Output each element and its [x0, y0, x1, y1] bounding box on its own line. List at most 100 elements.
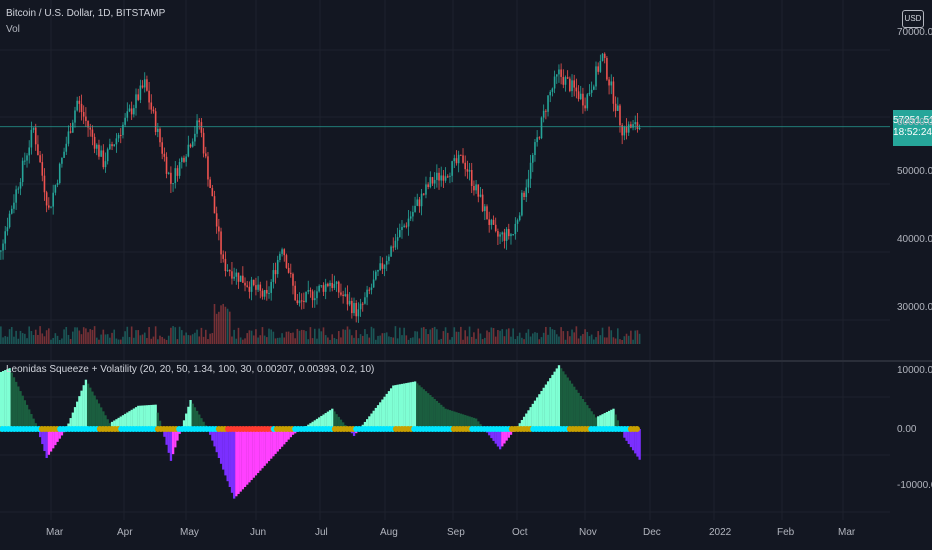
candle-body	[503, 232, 506, 241]
momentum-bar	[555, 368, 558, 429]
momentum-bar	[198, 414, 201, 429]
volume-bar	[407, 339, 410, 344]
candle-body	[470, 170, 473, 186]
volume-bar	[538, 339, 541, 344]
volume-bar	[569, 336, 571, 344]
momentum-bar	[287, 429, 290, 440]
candle-body	[359, 303, 362, 310]
momentum-bar	[23, 400, 27, 429]
volume-bar	[625, 333, 628, 344]
volume-bar	[418, 338, 421, 344]
candle-body	[276, 260, 279, 275]
candle-body	[117, 135, 120, 139]
volume-bar	[150, 338, 153, 344]
candle-body	[327, 283, 329, 287]
candle-body	[466, 169, 469, 172]
momentum-bar	[392, 385, 395, 429]
momentum-bar	[28, 409, 31, 429]
squeeze-oscillator[interactable]	[0, 362, 932, 514]
volume-bar	[503, 336, 506, 344]
candle-body	[601, 53, 604, 61]
candle-body	[542, 110, 545, 118]
oscillator-tick: 0.00	[897, 424, 917, 435]
candle-body	[527, 178, 530, 188]
candle-body	[65, 143, 68, 152]
price-tick: 50000.00	[897, 166, 932, 177]
candle-body	[632, 124, 634, 128]
volume-bar	[237, 327, 240, 344]
momentum-bar	[43, 429, 46, 452]
momentum-bar	[202, 421, 205, 429]
momentum-bar	[579, 395, 582, 429]
candle-body	[322, 285, 325, 292]
candle-body	[2, 243, 4, 251]
momentum-bar	[625, 429, 628, 441]
candle-body	[381, 263, 384, 269]
candle-body	[636, 122, 639, 130]
indicator-title[interactable]: Leonidas Squeeze + Volatility (20, 20, 5…	[6, 364, 375, 375]
volume-bar	[146, 338, 148, 344]
candle-body	[148, 90, 150, 103]
candle-body	[634, 122, 637, 125]
price-candles[interactable]	[0, 0, 932, 360]
candle-body	[194, 133, 196, 142]
volume-bar	[307, 339, 310, 344]
candle-body	[45, 192, 48, 206]
volume-bar	[549, 327, 552, 344]
momentum-bar	[320, 415, 323, 429]
volume-bar	[141, 334, 144, 344]
momentum-bar	[145, 405, 149, 429]
volume-label[interactable]: Vol	[6, 24, 20, 35]
volume-bar	[560, 327, 562, 344]
momentum-bar	[433, 398, 436, 429]
volume-bar	[124, 331, 126, 344]
momentum-bar	[148, 405, 151, 429]
candle-body	[333, 283, 336, 288]
volume-bar	[26, 338, 28, 344]
volume-bar	[95, 337, 98, 344]
momentum-bar	[100, 407, 103, 429]
momentum-bar	[461, 414, 465, 429]
momentum-bar	[193, 407, 197, 429]
volume-bar	[209, 333, 211, 344]
candle-body	[233, 276, 235, 279]
candle-body	[420, 193, 423, 207]
oscillator-tick: -10000.00	[897, 480, 932, 491]
volume-bar	[143, 332, 146, 344]
volume-bar	[63, 329, 65, 344]
candle-body	[540, 117, 543, 139]
candle-body	[292, 273, 294, 286]
volume-bar	[67, 334, 70, 344]
candle-body	[303, 300, 305, 302]
volume-bar	[218, 311, 220, 344]
momentum-bar	[165, 429, 168, 445]
candle-body	[32, 127, 35, 130]
volume-bar	[431, 327, 434, 344]
momentum-bar	[370, 413, 373, 429]
price-chart-pane[interactable]	[0, 0, 932, 520]
momentum-bar	[126, 412, 129, 429]
candle-body	[484, 206, 486, 212]
momentum-bar	[531, 403, 534, 429]
currency-button[interactable]: USD	[902, 10, 924, 28]
candle-body	[191, 141, 194, 147]
volume-bar	[436, 329, 438, 344]
candle-body	[13, 202, 15, 209]
volume-bar	[453, 327, 456, 344]
oscillator-pane[interactable]	[0, 362, 932, 514]
volume-bar	[333, 337, 336, 344]
volume-bar	[606, 337, 608, 344]
candle-body	[412, 211, 414, 217]
momentum-bar	[557, 365, 561, 429]
volume-bar	[313, 328, 316, 344]
volume-bar	[540, 337, 543, 344]
momentum-bar	[60, 429, 64, 436]
symbol-title[interactable]: Bitcoin / U.S. Dollar, 1D, BITSTAMP	[6, 8, 166, 19]
momentum-bar	[252, 429, 255, 478]
volume-bar	[4, 336, 7, 344]
momentum-bar	[546, 381, 550, 429]
volume-bar	[43, 336, 46, 344]
candle-body	[281, 249, 283, 254]
volume-bar	[135, 330, 137, 344]
volume-bar	[283, 337, 286, 344]
